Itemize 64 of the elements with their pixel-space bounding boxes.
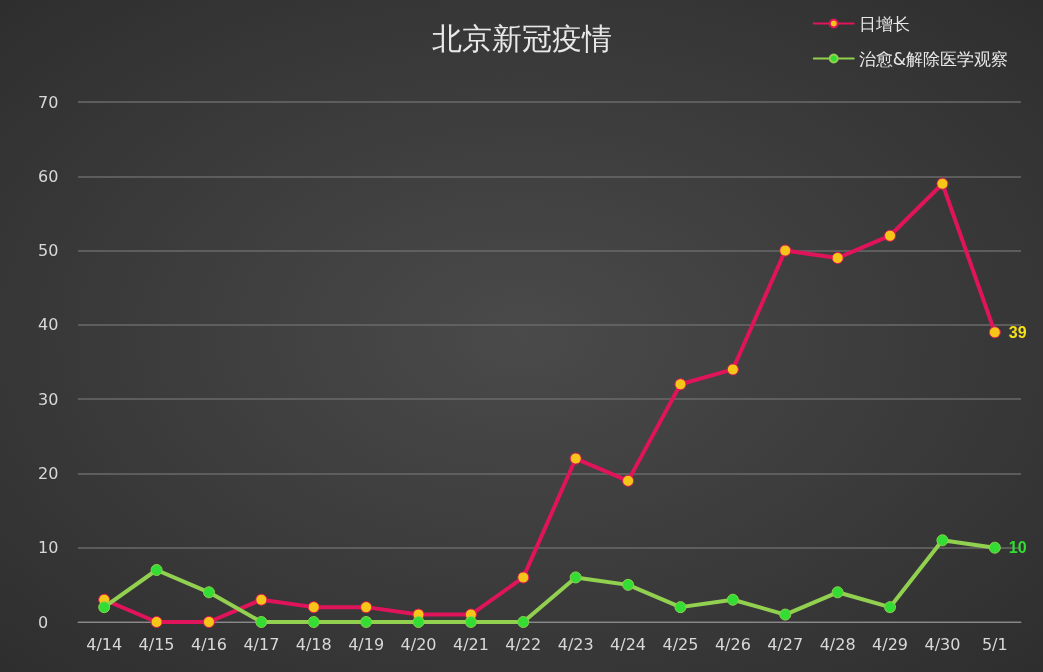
- x-tick-label: 4/28: [819, 634, 856, 654]
- chart-title: 北京新冠疫情: [431, 20, 612, 56]
- point: [517, 571, 530, 584]
- point: [936, 177, 949, 190]
- x-tick-label: 4/21: [452, 634, 489, 654]
- point: [726, 363, 739, 376]
- y-tick-label: 20: [38, 463, 59, 483]
- point: [255, 593, 268, 606]
- point: [936, 534, 949, 547]
- legend-label: 日增长: [858, 13, 910, 34]
- point: [517, 616, 530, 628]
- point: [831, 252, 844, 264]
- point: [674, 601, 687, 614]
- y-tick-label: 50: [38, 241, 59, 261]
- y-tick-label: 10: [38, 538, 59, 558]
- x-tick-label: 4/15: [138, 634, 175, 654]
- point: [779, 608, 792, 621]
- data-label: 10: [1008, 539, 1027, 557]
- point: [202, 616, 215, 628]
- x-tick-label: 4/22: [505, 634, 542, 654]
- point: [831, 586, 844, 599]
- y-tick-label: 0: [38, 612, 49, 632]
- x-tick-label: 4/26: [714, 634, 751, 654]
- x-tick-label: 4/30: [924, 634, 961, 654]
- point: [988, 541, 1001, 554]
- point: [884, 601, 897, 614]
- x-tick-label: 4/20: [400, 634, 437, 654]
- x-tick-label: 4/24: [610, 634, 647, 654]
- x-tick-label: 4/19: [348, 634, 385, 654]
- point: [150, 616, 163, 628]
- point: [779, 244, 792, 257]
- point: [360, 601, 373, 614]
- y-tick-label: 40: [38, 315, 59, 335]
- x-tick-label: 4/18: [295, 634, 332, 654]
- point: [464, 616, 477, 628]
- x-tick-label: 4/17: [243, 634, 280, 654]
- point: [622, 474, 635, 487]
- point: [569, 571, 582, 584]
- data-label: 39: [1008, 323, 1027, 341]
- x-tick-label: 4/16: [191, 634, 227, 654]
- point: [622, 578, 635, 591]
- point: [726, 593, 739, 606]
- point: [569, 452, 582, 465]
- x-tick-label: 4/25: [662, 634, 699, 654]
- point: [255, 616, 268, 628]
- point: [307, 616, 320, 628]
- y-tick-label: 70: [38, 92, 59, 112]
- point: [360, 616, 373, 628]
- point: [674, 378, 687, 391]
- point: [884, 229, 897, 242]
- x-tick-label: 4/23: [557, 634, 594, 654]
- point: [412, 616, 425, 628]
- legend-label: 治愈&解除医学观察: [858, 48, 1009, 69]
- point: [307, 601, 320, 614]
- x-tick-label: 4/14: [86, 634, 123, 654]
- x-tick-label: 4/29: [872, 634, 908, 654]
- point: [988, 326, 1001, 339]
- x-tick-label: 5/1: [981, 634, 1008, 654]
- point: [98, 601, 111, 614]
- y-tick-label: 30: [38, 389, 59, 409]
- point: [202, 586, 215, 599]
- point: [150, 564, 163, 576]
- x-tick-label: 4/27: [767, 634, 804, 654]
- y-tick-label: 60: [38, 166, 59, 186]
